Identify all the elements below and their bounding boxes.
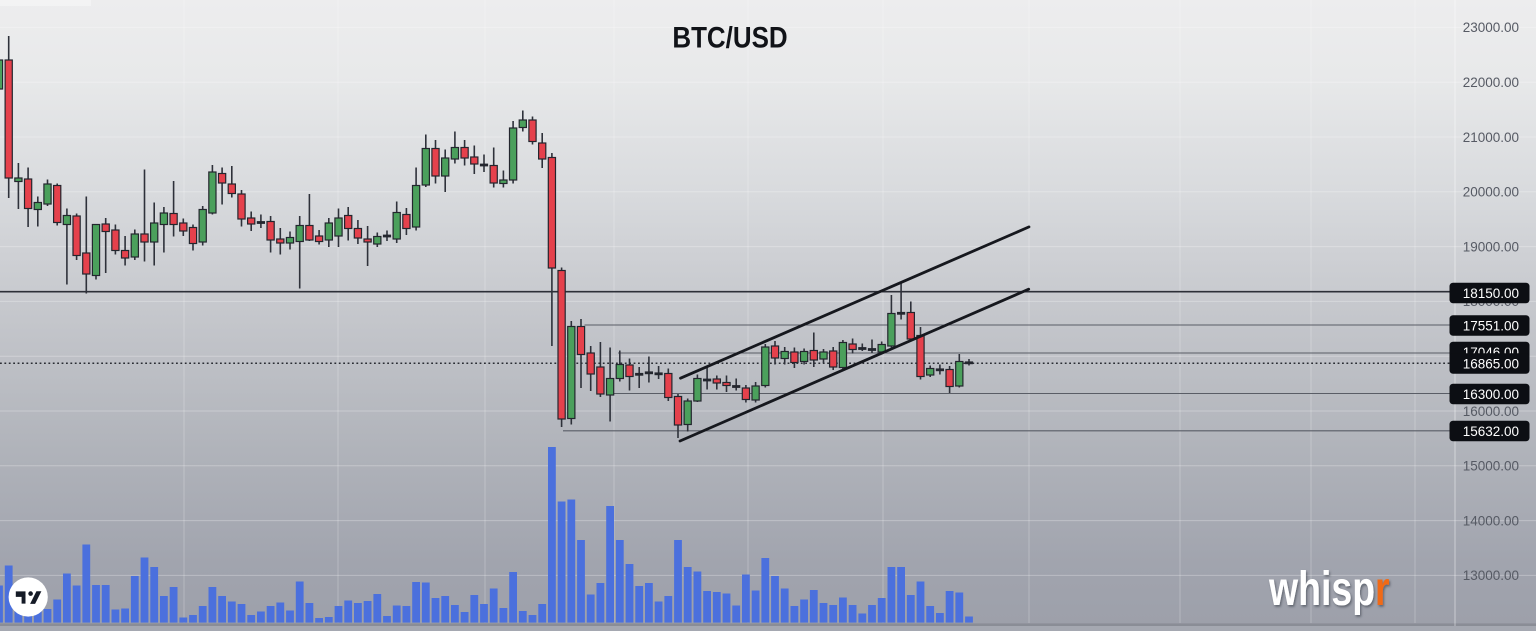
svg-text:16865.00: 16865.00	[1463, 356, 1519, 371]
svg-text:13000.00: 13000.00	[1463, 568, 1519, 583]
svg-text:16300.00: 16300.00	[1463, 387, 1519, 402]
svg-text:whispr: whispr	[1268, 563, 1390, 617]
svg-text:22000.00: 22000.00	[1463, 75, 1519, 90]
svg-text:15632.00: 15632.00	[1463, 424, 1519, 439]
svg-text:BTC/USD: BTC/USD	[672, 21, 787, 54]
svg-text:16000.00: 16000.00	[1463, 404, 1519, 419]
svg-text:15000.00: 15000.00	[1463, 459, 1519, 474]
svg-text:20000.00: 20000.00	[1463, 185, 1519, 200]
svg-text:21000.00: 21000.00	[1463, 130, 1519, 145]
svg-text:23000.00: 23000.00	[1463, 20, 1519, 35]
svg-text:14000.00: 14000.00	[1463, 513, 1519, 528]
svg-text:18150.00: 18150.00	[1463, 286, 1519, 301]
svg-text:17551.00: 17551.00	[1463, 318, 1519, 333]
svg-text:19000.00: 19000.00	[1463, 239, 1519, 254]
